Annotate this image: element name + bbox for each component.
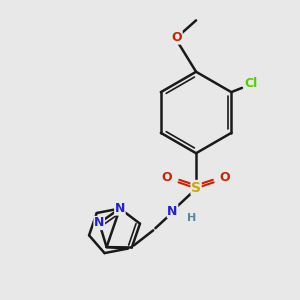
Text: N: N [167, 205, 178, 218]
Text: S: S [191, 181, 201, 194]
Text: Cl: Cl [244, 77, 257, 90]
Text: O: O [162, 171, 172, 184]
Text: O: O [220, 171, 230, 184]
Text: N: N [94, 217, 104, 230]
Text: H: H [187, 212, 196, 223]
Text: N: N [115, 202, 125, 215]
Text: O: O [172, 31, 182, 44]
